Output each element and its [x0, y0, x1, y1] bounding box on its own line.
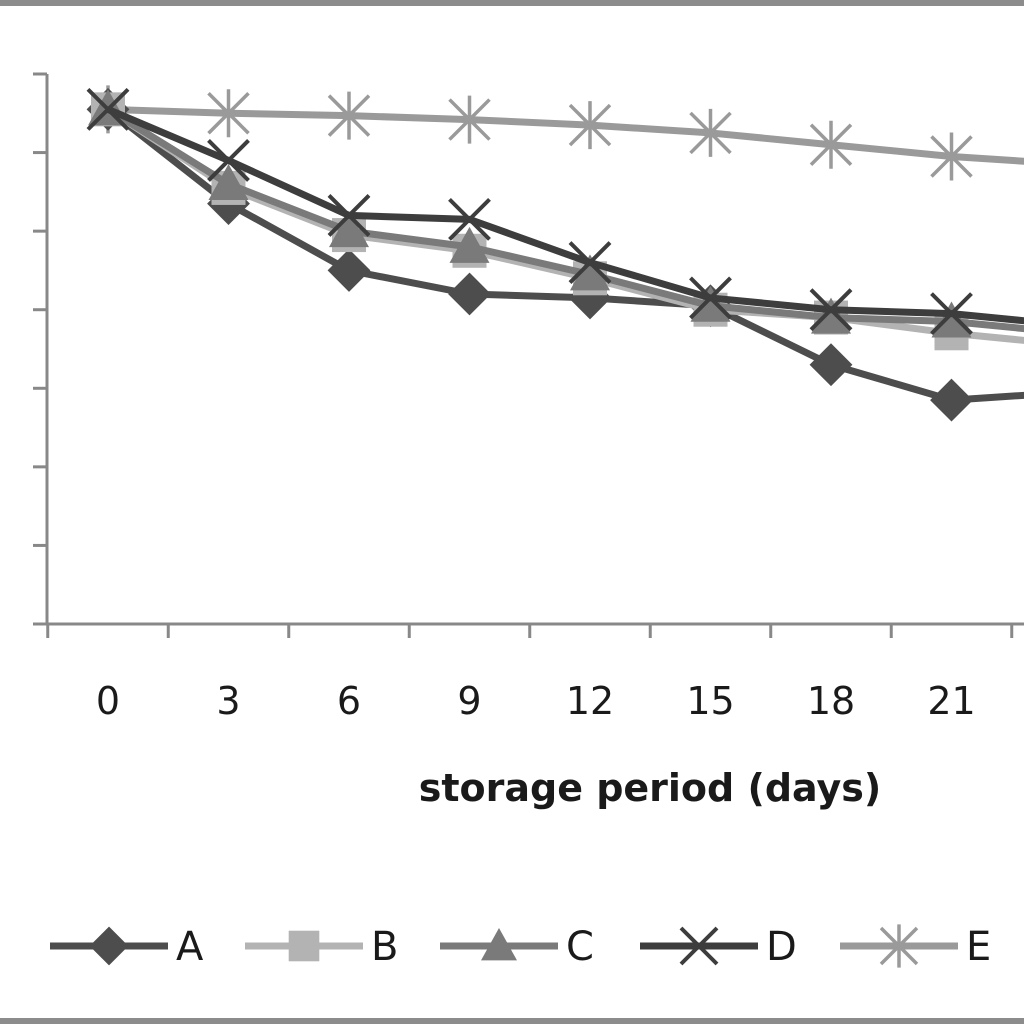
data-point [288, 930, 320, 962]
data-point [449, 226, 490, 263]
legend-entry-C: C [440, 924, 594, 970]
series-layer [86, 85, 1024, 422]
data-point [327, 249, 371, 292]
data-point [930, 132, 973, 181]
data-point [86, 87, 130, 131]
legend-label: A [176, 924, 204, 970]
series-line [107, 105, 1024, 165]
x-tick-label: 21 [927, 679, 975, 723]
x-tick-label: 0 [96, 679, 120, 723]
x-tick-label: 3 [216, 679, 240, 723]
axes [33, 72, 1024, 638]
legend-entry-B: B [245, 924, 398, 970]
data-point [568, 241, 612, 284]
data-point [679, 926, 719, 966]
data-point [930, 378, 973, 422]
series-A [86, 87, 1024, 422]
data-point [690, 285, 731, 322]
data-point [809, 120, 853, 169]
legend-label: B [371, 924, 398, 970]
data-point [689, 108, 732, 157]
line-chart: 03691215182124 storage period (days) ABC… [33, 72, 1024, 970]
legend-label: C [566, 924, 594, 970]
x-axis-title: storage period (days) [419, 766, 882, 810]
data-point [481, 928, 517, 961]
legend-entry-A: A [50, 924, 204, 970]
data-point [89, 926, 129, 966]
data-point [930, 292, 973, 336]
data-point [689, 276, 732, 320]
x-tick-label: 15 [686, 679, 734, 723]
data-point [811, 297, 851, 334]
data-point [208, 164, 249, 200]
data-point [327, 194, 371, 237]
x-tick-label: 12 [566, 679, 614, 723]
x-tick-label: 6 [337, 679, 361, 723]
data-point [207, 89, 250, 138]
data-point [931, 301, 972, 338]
data-point [568, 101, 612, 150]
legend-label: D [766, 924, 797, 970]
legend-entry-E: E [840, 924, 991, 970]
data-point [327, 91, 371, 140]
data-point [329, 211, 369, 248]
data-point [879, 924, 919, 968]
data-point [809, 288, 853, 332]
data-point [809, 343, 853, 387]
legend-entry-D: D [640, 924, 797, 970]
x-tick-labels: 03691215182124 [96, 679, 976, 723]
data-point [448, 272, 491, 316]
legend-label: E [966, 924, 991, 970]
series-D [86, 87, 1024, 336]
series-C [88, 89, 1024, 338]
data-point [570, 254, 610, 291]
legend: A B C D E [50, 924, 991, 970]
x-tick-label: 9 [457, 679, 481, 723]
data-point [207, 139, 250, 182]
data-point [448, 95, 491, 144]
data-point [448, 197, 491, 241]
x-tick-label: 18 [807, 679, 855, 723]
